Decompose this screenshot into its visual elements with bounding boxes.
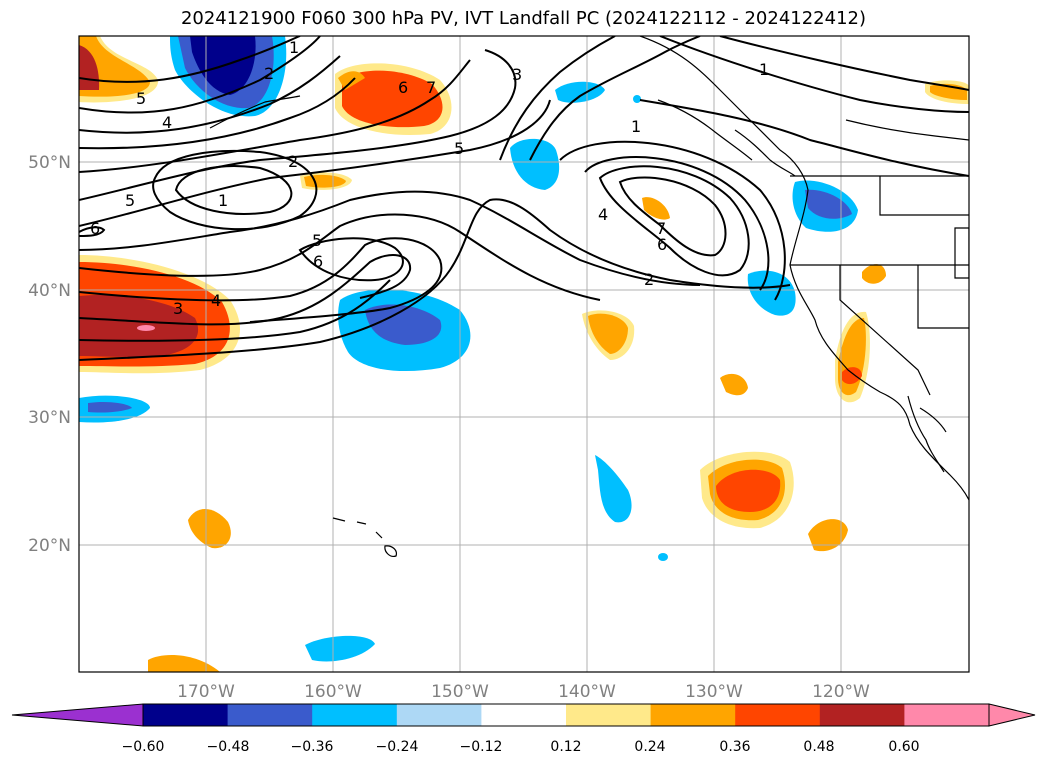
contour-label: 1	[289, 38, 299, 57]
latitude-labels: 50°N 40°N 30°N 20°N	[28, 153, 71, 556]
colorbar: −0.60 −0.48 −0.36 −0.24 −0.12 0.12 0.24 …	[11, 703, 1036, 755]
positive-anomaly-region	[842, 367, 862, 385]
colorbar-bin	[819, 704, 905, 726]
contour-label: 2	[644, 270, 654, 289]
colorbar-tick-label: −0.36	[291, 739, 334, 755]
positive-anomaly-region	[342, 70, 443, 128]
negative-anomaly-region	[365, 304, 442, 345]
colorbar-bin	[904, 704, 990, 726]
contour-label: 4	[211, 291, 221, 310]
figure-title: 2024121900 F060 300 hPa PV, IVT Landfall…	[180, 8, 867, 29]
lat-label: 20°N	[28, 536, 71, 556]
colorbar-bin	[312, 704, 398, 726]
contour-label: 6	[398, 78, 408, 97]
contour-label: 7	[656, 219, 666, 238]
lat-label: 50°N	[28, 153, 71, 173]
lon-label: 120°W	[812, 682, 870, 702]
colorbar-tick-label: 0.36	[719, 739, 750, 755]
colorbar-tick-label: −0.12	[460, 739, 503, 755]
contour-label: 5	[136, 89, 146, 108]
lat-label: 30°N	[28, 408, 71, 428]
contour-label: 6	[90, 219, 100, 238]
contour-lines	[79, 36, 969, 361]
lat-label: 40°N	[28, 281, 71, 301]
colorbar-tick-label: −0.60	[122, 739, 165, 755]
negative-anomaly-region	[658, 553, 668, 561]
colorbar-over-arrow	[988, 703, 1036, 727]
colorbar-bin	[735, 704, 821, 726]
negative-anomaly-region	[595, 455, 632, 523]
contour-label: 5	[312, 231, 322, 250]
contour-label: 6	[313, 252, 323, 271]
contour-label: 2	[264, 64, 274, 83]
positive-anomaly-region	[588, 313, 628, 354]
positive-anomaly-region	[148, 655, 220, 672]
contour-label: 3	[512, 65, 522, 84]
shaded-field-layer	[79, 36, 969, 672]
coastlines	[209, 36, 969, 557]
colorbar-under-arrow	[11, 703, 144, 727]
positive-anomaly-region	[188, 508, 231, 549]
contour-label: 1	[218, 191, 228, 210]
contour-label: 1	[631, 117, 641, 136]
colorbar-bin	[227, 704, 313, 726]
contour-label: 4	[598, 205, 608, 224]
positive-anomaly-region	[716, 469, 781, 512]
lon-label: 150°W	[431, 682, 489, 702]
lon-label: 130°W	[685, 682, 743, 702]
contour-label: 1	[759, 60, 769, 79]
positive-anomaly-region	[304, 174, 346, 188]
colorbar-bin	[396, 704, 482, 726]
colorbar-tick-label: 0.48	[803, 739, 834, 755]
colorbar-bin	[143, 704, 229, 726]
positive-anomaly-region	[862, 264, 886, 284]
colorbar-bin	[650, 704, 736, 726]
negative-anomaly-region	[805, 189, 852, 219]
lon-label: 140°W	[558, 682, 616, 702]
colorbar-frame	[142, 703, 990, 727]
contour-label: 5	[454, 139, 464, 158]
colorbar-tick-label: −0.24	[376, 739, 419, 755]
lon-label: 160°W	[304, 682, 362, 702]
colorbar-tick-label: 0.24	[634, 739, 665, 755]
colorbar-tick-label: 0.60	[888, 739, 919, 755]
negative-anomaly-region	[633, 95, 641, 103]
colorbar-bin	[566, 704, 652, 726]
contour-label-layer: 1 2 5 4 6 7 3 1 5 2 1 5 6 3 4 5 7 6 4 2 …	[90, 38, 769, 318]
colorbar-tick-label: −0.48	[207, 739, 250, 755]
positive-anomaly-region	[808, 519, 848, 552]
map-frame	[78, 35, 970, 673]
contour-label: 4	[162, 113, 172, 132]
colorbar-bin	[481, 704, 567, 726]
contour-label: 6	[657, 235, 667, 254]
longitude-labels: 170°W 160°W 150°W 140°W 130°W 120°W	[177, 682, 870, 702]
contour-label: 7	[426, 78, 436, 97]
colorbar-tick-label: 0.12	[550, 739, 581, 755]
positive-anomaly-region	[642, 197, 670, 220]
negative-anomaly-region	[555, 81, 605, 103]
contour-label: 3	[173, 299, 183, 318]
negative-anomaly-region	[747, 270, 796, 316]
negative-anomaly-region	[510, 138, 560, 190]
negative-anomaly-region	[88, 401, 132, 413]
positive-anomaly-region	[720, 373, 748, 396]
positive-anomaly-region	[137, 325, 155, 331]
lon-label: 170°W	[177, 682, 235, 702]
contour-label: 5	[125, 191, 135, 210]
contour-label: 2	[288, 152, 298, 171]
negative-anomaly-region	[305, 635, 375, 662]
